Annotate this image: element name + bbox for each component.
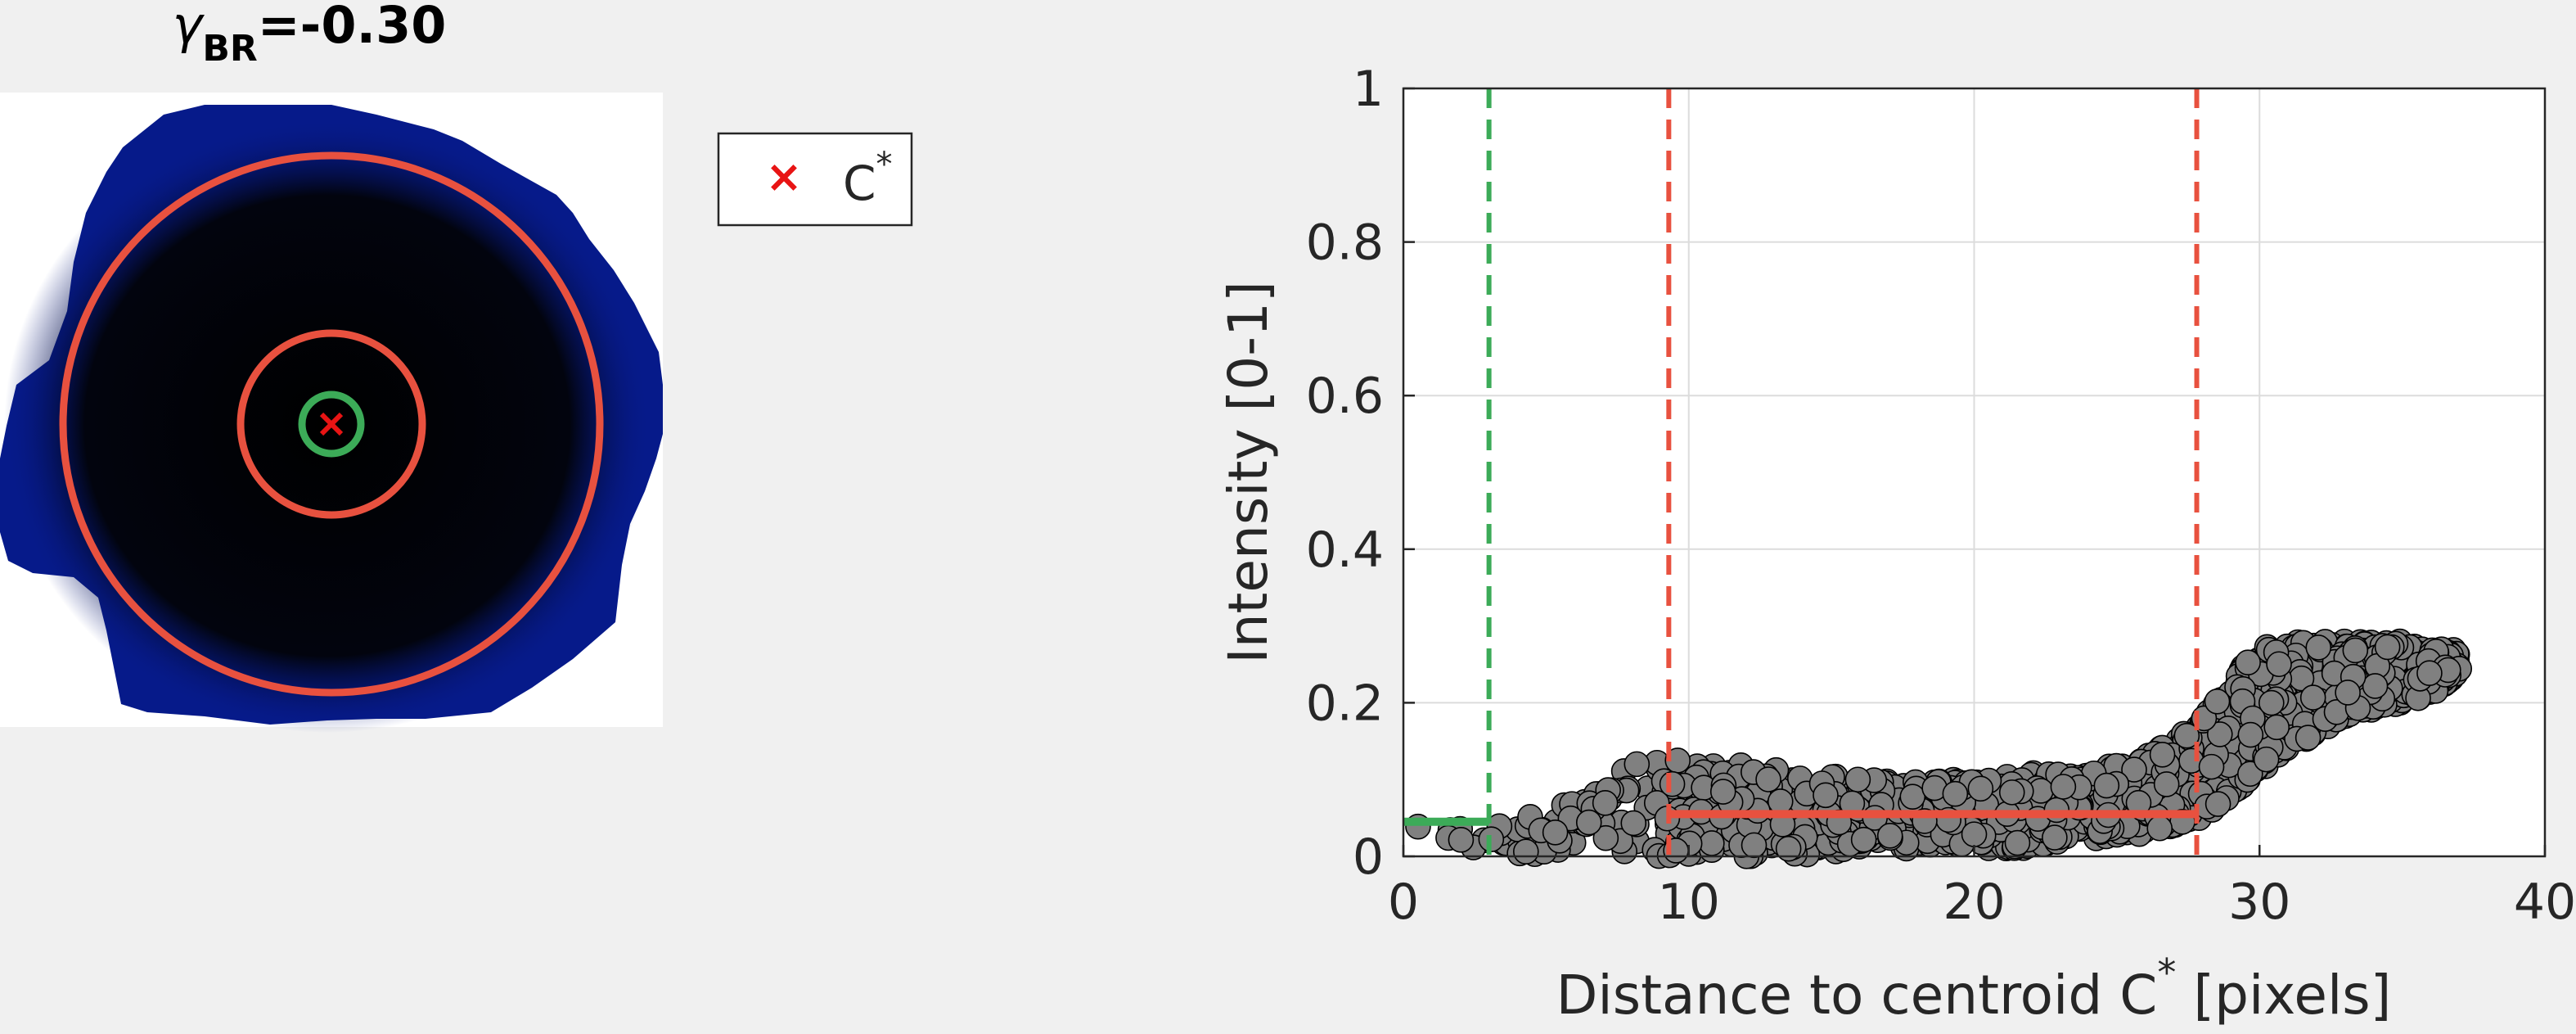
scatter-point: [2374, 634, 2401, 661]
scatter-point: [1699, 830, 1725, 856]
scatter-point: [2335, 680, 2361, 706]
middle-ring: [236, 329, 426, 519]
scatter-point: [2416, 660, 2443, 687]
x-axis-label-superscript: *: [2157, 950, 2176, 995]
scatter-point: [1844, 766, 1871, 793]
x-tick-label: 30: [2228, 874, 2290, 931]
scatter-point: [1967, 775, 1994, 802]
scatter-point: [2204, 689, 2231, 715]
intensity-scatter-chart: 0 10 20 30 40 0 0.2 0.4 0.6 0.8 1 Distance to cent…: [1217, 61, 2576, 1027]
scatter-point: [1813, 782, 1839, 809]
scatter-point: [2253, 746, 2280, 773]
scatter-point: [2266, 651, 2292, 678]
scatter-point: [2305, 634, 2332, 661]
legend-label: C*: [843, 146, 893, 211]
panel-title: γBR=-0.30: [173, 0, 447, 70]
scatter-point: [1998, 779, 2025, 806]
scatter-point: [2263, 714, 2290, 741]
y-tick-label: 0.8: [1306, 214, 1384, 272]
y-tick-label: 0: [1353, 829, 1384, 886]
scatter-point: [1961, 821, 1988, 847]
scatter-point: [1850, 826, 1877, 853]
scatter-point: [1899, 783, 1926, 810]
scatter-point: [1741, 832, 1768, 859]
scatter-point: [1542, 820, 1569, 846]
scatter-point: [1659, 770, 1686, 797]
x-tick-label: 40: [2514, 874, 2576, 931]
scatter-point: [2362, 673, 2389, 699]
scatter-point: [2237, 721, 2264, 748]
scatter-point: [2299, 684, 2326, 711]
x-axis-label: Distance to centroid C* [pixels]: [1556, 950, 2392, 1027]
scatter-point: [2004, 829, 2031, 856]
legend-label-superscript: *: [876, 146, 893, 183]
scatter-point: [1592, 790, 1619, 816]
scatter-point: [1876, 823, 1903, 849]
scatter-point: [2149, 741, 2176, 768]
scatter-point: [2204, 791, 2231, 817]
data-points: [1405, 628, 2473, 869]
axis-ticks: 0 10 20 30 40 0 0.2 0.4 0.6 0.8 1: [1306, 61, 2576, 931]
y-tick-label: 0.6: [1306, 368, 1384, 425]
x-tick-label: 20: [1943, 874, 2005, 931]
scatter-point: [2042, 824, 2068, 851]
centroid-marker: [319, 412, 344, 436]
scatter-point: [1775, 835, 1802, 862]
scatter-point: [2237, 761, 2263, 788]
x-tick-label: 0: [1388, 874, 1419, 931]
y-tick-label: 0.4: [1306, 522, 1384, 579]
scatter-point: [2295, 725, 2322, 751]
grid: [1403, 88, 2545, 856]
inner-ring: [298, 391, 365, 458]
y-axis-label: Intensity [0-1]: [1217, 281, 1280, 664]
y-tick-label: 1: [1353, 61, 1384, 118]
scatter-point: [1942, 780, 1969, 807]
scatter-point: [2235, 649, 2261, 675]
legend-box: × C*: [717, 132, 913, 227]
y-tick-label: 0.2: [1306, 675, 1384, 732]
x-axis-label-main: Distance to centroid C: [1556, 964, 2158, 1027]
scatter-point: [1448, 827, 1475, 853]
scatter-point: [2153, 771, 2180, 797]
title-subscript: BR: [202, 28, 257, 70]
x-axis-label-suffix: [pixels]: [2176, 964, 2391, 1027]
scatter-point: [2258, 689, 2285, 716]
scatter-point: [2198, 753, 2225, 780]
legend-marker: ×: [765, 151, 802, 202]
scatter-point: [1575, 809, 1602, 836]
scatter-point: [1592, 824, 1619, 851]
overlay-lines: [1403, 88, 2200, 856]
scatter-point: [1620, 810, 1647, 837]
outer-ring: [59, 151, 604, 697]
scatter-point: [1512, 838, 1539, 865]
scatter-point: [1624, 751, 1651, 778]
scatter-point: [2173, 722, 2200, 749]
scatter-point: [2206, 721, 2233, 747]
scatter-point: [1755, 766, 1781, 792]
x-tick-label: 10: [1658, 874, 1720, 931]
left-panel: γBR=-0.30 × C*: [0, 0, 913, 733]
title-value: =-0.30: [258, 0, 447, 55]
scatter-point: [2342, 637, 2369, 664]
scatter-point: [2146, 815, 2173, 842]
legend-label-text: C: [843, 156, 876, 211]
scatter-point: [1709, 779, 1736, 805]
scatter-point: [2050, 774, 2077, 800]
title-symbol: γ: [173, 0, 205, 55]
scatter-point: [2121, 756, 2147, 783]
scatter-point: [2093, 772, 2120, 799]
